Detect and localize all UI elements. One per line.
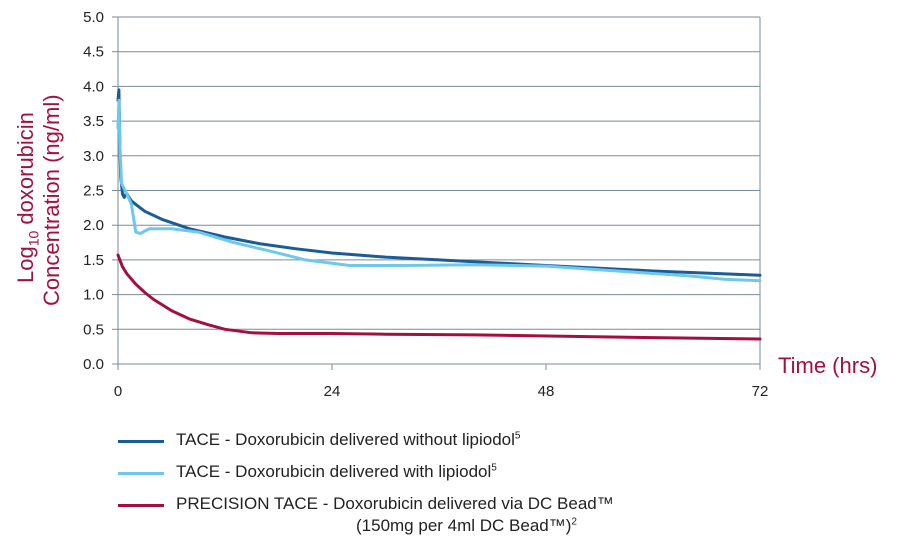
axes (112, 16, 761, 370)
y-tick-label: 4.5 (83, 44, 104, 61)
legend-label-line2: (150mg per 4ml DC Bead™)2 (356, 516, 577, 535)
legend-item-with-lipiodol: TACE - Doxorubicin delivered with lipiod… (118, 460, 818, 492)
y-tick-label: 1.0 (83, 287, 104, 304)
legend-item-dc-bead: PRECISION TACE - Doxorubicin delivered v… (118, 492, 818, 540)
y-tick-label: 1.5 (83, 252, 104, 269)
y-tick-label: 0.0 (83, 356, 104, 373)
legend-label: TACE - Doxorubicin delivered without lip… (176, 430, 521, 449)
x-tick-label: 48 (538, 383, 555, 400)
y-tick-label: 2.5 (83, 183, 104, 200)
x-tick-label: 0 (114, 383, 122, 400)
legend-swatch (118, 504, 164, 507)
legend-swatch (118, 440, 164, 443)
y-tick-label: 5.0 (83, 9, 104, 26)
y-tick-label: 3.5 (83, 113, 104, 130)
x-tick-label: 24 (324, 383, 341, 400)
y-tick-label: 3.0 (83, 148, 104, 165)
tick-labels: 0.0 0.5 1.0 1.5 2.0 2.5 3.0 3.5 4.0 4.5 5.0 0 24 48 72 (83, 9, 768, 400)
series-line-2 (116, 98, 762, 283)
legend-swatch (118, 472, 164, 475)
y-axis-title-line2: Concentration (ng/ml) (39, 94, 64, 306)
legend-label: PRECISION TACE - Doxorubicin delivered v… (176, 494, 614, 513)
legend: TACE - Doxorubicin delivered without lip… (118, 428, 818, 540)
legend-label: TACE - Doxorubicin delivered with lipiod… (176, 462, 497, 481)
x-tick-label: 72 (752, 383, 769, 400)
y-tick-label: 4.0 (83, 78, 104, 95)
grid (118, 16, 760, 365)
series-line-3 (116, 253, 762, 341)
y-tick-label: 2.0 (83, 217, 104, 234)
series-lines (116, 88, 762, 341)
series-line-1 (116, 88, 762, 277)
x-axis-title: Time (hrs) (778, 353, 878, 378)
y-tick-label: 0.5 (83, 321, 104, 338)
legend-item-without-lipiodol: TACE - Doxorubicin delivered without lip… (118, 428, 818, 460)
